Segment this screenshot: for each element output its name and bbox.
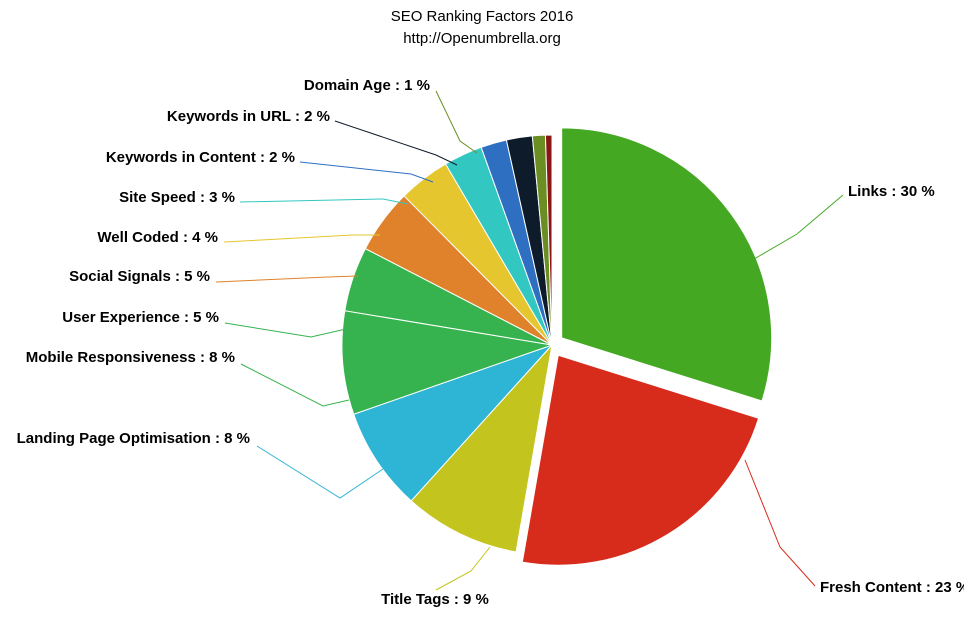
slice-label: Keywords in URL : 2 %	[167, 108, 330, 125]
slice-label: Site Speed : 3 %	[119, 189, 235, 206]
slice-label: Social Signals : 5 %	[69, 268, 210, 285]
pie-slice	[562, 128, 772, 401]
slice-label: Links : 30 %	[848, 183, 935, 200]
leader-line	[240, 199, 408, 204]
leader-line	[745, 460, 815, 586]
slice-label: Title Tags : 9 %	[381, 591, 489, 608]
leader-line	[216, 276, 358, 282]
slice-label: Mobile Responsiveness : 8 %	[26, 349, 235, 366]
leader-line	[225, 323, 346, 337]
slice-label: Keywords in Content : 2 %	[106, 149, 295, 166]
leader-line	[436, 91, 477, 153]
slice-label: Fresh Content : 23 %	[820, 579, 964, 596]
slice-label: Domain Age : 1 %	[304, 77, 430, 94]
leader-line	[749, 195, 843, 262]
leader-line	[241, 364, 349, 406]
slice-label: Landing Page Optimisation : 8 %	[17, 430, 250, 447]
leader-line	[300, 162, 433, 182]
leader-line	[257, 446, 383, 498]
leader-line	[224, 235, 380, 242]
leader-line	[436, 547, 490, 590]
leader-line	[335, 121, 457, 165]
pie-chart: Links : 30 % Fresh Content : 23 % Title Ta…	[0, 0, 964, 626]
slice-label: User Experience : 5 %	[62, 309, 219, 326]
slice-label: Well Coded : 4 %	[97, 229, 218, 246]
